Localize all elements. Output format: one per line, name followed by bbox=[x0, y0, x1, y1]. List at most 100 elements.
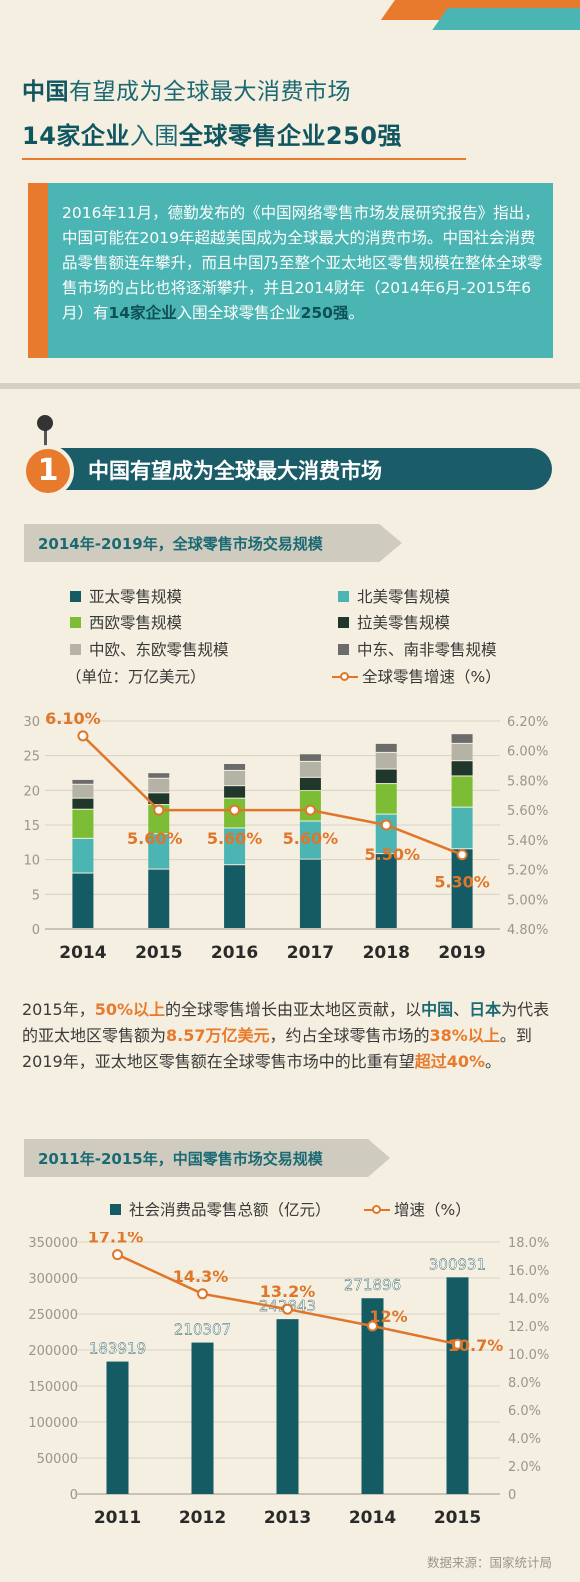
x-tick-label: 2014 bbox=[349, 1508, 396, 1528]
bar-segment bbox=[148, 773, 170, 778]
legend-item-central-east-europe: 中欧、东欧零售规模 bbox=[70, 638, 229, 660]
bar-segment bbox=[375, 752, 397, 769]
bar-value-label: 300931 bbox=[429, 1255, 486, 1273]
bar-segment bbox=[446, 1277, 469, 1494]
bar-segment bbox=[224, 828, 246, 865]
growth-point bbox=[153, 804, 165, 816]
growth-point bbox=[380, 819, 392, 831]
legend-line-label: 增速（%） bbox=[394, 1201, 471, 1219]
y-tick-label: 15 bbox=[23, 819, 40, 834]
chart2-tag-text: 2011年-2015年，中国零售市场交易规模 bbox=[38, 1150, 323, 1168]
bar-value-label: 210307 bbox=[174, 1321, 231, 1339]
x-tick-label: 2015 bbox=[434, 1508, 481, 1528]
intro-highlight: 250强 bbox=[300, 304, 349, 322]
y-tick-label: 0 bbox=[70, 1488, 78, 1503]
bar-segment bbox=[299, 821, 321, 859]
bar-segment bbox=[224, 770, 246, 786]
bar-segment bbox=[148, 778, 170, 793]
bar-segment bbox=[375, 784, 397, 814]
pin-icon bbox=[37, 415, 53, 431]
section-band bbox=[60, 448, 552, 490]
growth-label: 5.50% bbox=[364, 845, 420, 864]
growth-point bbox=[229, 804, 241, 816]
growth-label: 5.60% bbox=[283, 829, 339, 848]
chart2-svg: 0 50000 100000 150000 200000 250000 300000 3500… bbox=[28, 1232, 549, 1528]
corner-decoration bbox=[380, 0, 580, 30]
bar-segment bbox=[72, 784, 94, 798]
para-highlight: 日本 bbox=[469, 1000, 502, 1019]
legend-swatch bbox=[110, 1204, 121, 1215]
legend-item-retail-total: 社会消费品零售总额（亿元） bbox=[110, 1198, 331, 1220]
y-tick-label: 100000 bbox=[28, 1416, 78, 1431]
legend-item-north-america: 北美零售规模 bbox=[338, 585, 450, 607]
y-tick-label: 50000 bbox=[37, 1452, 78, 1467]
bar-segment bbox=[72, 873, 94, 928]
intro-part: 。 bbox=[348, 304, 364, 322]
chart1-tag-text: 2014年-2019年，全球零售市场交易规模 bbox=[38, 535, 323, 553]
bar-segment bbox=[72, 809, 94, 838]
legend-item-latin-america: 拉美零售规模 bbox=[338, 611, 450, 633]
para-highlight: 50%以上 bbox=[94, 1000, 166, 1019]
intro-part: 2016年11月，德勤发布的《中国网络零售市场发展研究报告》指出，中国可能在20… bbox=[62, 204, 543, 322]
y2-tick-label: 4.0% bbox=[508, 1432, 541, 1447]
bar-value-label: 271896 bbox=[344, 1276, 401, 1294]
para-highlight: 中国 bbox=[421, 1000, 454, 1019]
y2-tick-label: 5.60% bbox=[507, 804, 548, 819]
growth-label: 14.3% bbox=[173, 1267, 229, 1286]
y2-tick-label: 2.0% bbox=[508, 1460, 541, 1475]
legend-swatch bbox=[338, 617, 349, 628]
bar-segment bbox=[276, 1319, 299, 1494]
para-text: ，约占全球零售市场的 bbox=[269, 1026, 430, 1045]
growth-point bbox=[197, 1288, 208, 1300]
x-tick-label: 2015 bbox=[135, 943, 182, 963]
growth-label: 6.10% bbox=[45, 709, 101, 728]
bar-segment bbox=[375, 743, 397, 752]
title-highlight: 全球零售企业250强 bbox=[178, 122, 403, 150]
legend-unit: （单位：万亿美元） bbox=[66, 668, 206, 686]
bar-segment bbox=[375, 769, 397, 784]
y2-tick-label: 18.0% bbox=[508, 1236, 549, 1251]
legend-dot-marker bbox=[372, 1205, 381, 1214]
para-text: 。 bbox=[485, 1052, 502, 1071]
legend-swatch bbox=[70, 617, 81, 628]
bar-segment bbox=[451, 849, 473, 928]
legend-label: 社会消费品零售总额（亿元） bbox=[129, 1201, 331, 1219]
y2-tick-label: 5.20% bbox=[507, 864, 548, 879]
legend-label: 拉美零售规模 bbox=[357, 614, 451, 632]
x-tick-label: 2012 bbox=[179, 1508, 226, 1528]
divider bbox=[0, 383, 580, 389]
growth-point bbox=[112, 1249, 123, 1261]
intro-part: 入围全球零售企业 bbox=[176, 304, 301, 322]
title-text: 入围 bbox=[129, 122, 179, 150]
y-tick-label: 20 bbox=[23, 784, 40, 799]
y-tick-label: 0 bbox=[32, 923, 40, 938]
y2-tick-label: 6.0% bbox=[508, 1404, 541, 1419]
para-text: 。到2019年，亚太地区零售额在全球零售市场中的比重有望 bbox=[22, 1026, 532, 1071]
bar-segment bbox=[72, 838, 94, 873]
growth-point bbox=[456, 849, 468, 861]
growth-label: 10.7% bbox=[448, 1336, 504, 1355]
intro-highlight: 14家企业 bbox=[108, 304, 177, 322]
pin-icon-stem bbox=[44, 420, 47, 450]
growth-point bbox=[282, 1303, 293, 1315]
intro-text: 2016年11月，德勤发布的《中国网络零售市场发展研究报告》指出，中国可能在20… bbox=[62, 201, 545, 326]
legend-swatch bbox=[70, 644, 81, 655]
y2-tick-label: 14.0% bbox=[508, 1292, 549, 1307]
bar-segment bbox=[451, 743, 473, 761]
y2-tick-label: 10.0% bbox=[508, 1348, 549, 1363]
para-text: 的全球零售增长由亚太地区贡献，以 bbox=[165, 1000, 422, 1019]
y-tick-label: 10 bbox=[23, 854, 40, 869]
y-tick-label: 350000 bbox=[28, 1236, 78, 1251]
legend-label: 西欧零售规模 bbox=[89, 614, 183, 632]
bar-segment bbox=[148, 869, 170, 928]
bar-segment bbox=[451, 734, 473, 743]
legend-item-asia-pacific: 亚太零售规模 bbox=[70, 585, 182, 607]
bar-segment bbox=[106, 1361, 129, 1494]
growth-label: 5.60% bbox=[207, 829, 263, 848]
page-title-line1: 中国有望成为全球最大消费市场 bbox=[22, 72, 351, 106]
y2-tick-label: 5.80% bbox=[507, 774, 548, 789]
legend-line-label: 全球零售增速（%） bbox=[362, 668, 501, 686]
bar-segment bbox=[299, 761, 321, 777]
y-tick-label: 250000 bbox=[28, 1308, 78, 1323]
y-tick-label: 25 bbox=[23, 750, 40, 765]
